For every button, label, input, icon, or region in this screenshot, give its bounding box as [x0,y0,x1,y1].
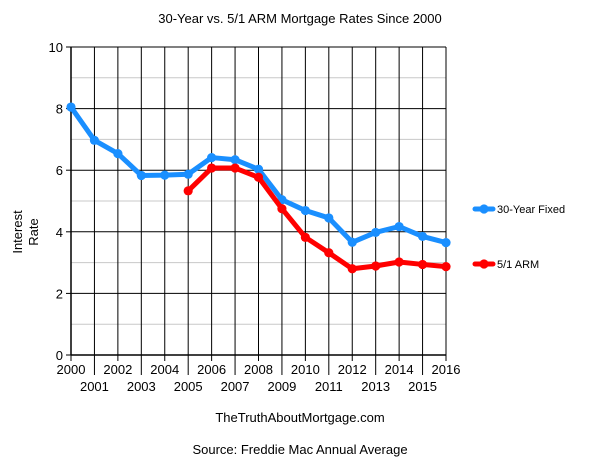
x-tick-label: 2001 [80,379,109,394]
data-point [417,231,428,242]
website-text: TheTruthAboutMortgage.com [215,410,384,425]
legend-label: 30-Year Fixed [497,204,565,216]
data-point [300,205,310,216]
x-tick-label: 2012 [338,362,367,377]
y-tick-label: 2 [56,286,63,301]
legend-swatch-point [479,259,489,269]
legend: 30-Year Fixed 5/1 ARM [472,204,565,271]
data-point [113,148,123,159]
data-point [89,135,100,145]
x-tick-label: 2014 [385,362,414,377]
data-point [207,163,217,173]
y-tick-label: 6 [56,163,63,178]
data-point [277,204,287,214]
x-tick-label: 2010 [291,362,320,377]
data-point [347,264,357,274]
data-point [324,248,334,258]
series-lines [66,102,451,274]
series-line [185,165,449,272]
data-point [371,227,381,238]
x-tick-label: 2009 [267,379,296,394]
legend-item-0: 30-Year Fixed [472,204,565,216]
x-tick-label: 2013 [361,379,390,394]
data-point [230,155,240,165]
x-tick-label: 2002 [103,362,132,377]
y-axis-label-line-2: Rate [26,218,41,245]
x-tick-label: 2005 [174,379,203,394]
data-point [253,172,264,182]
data-point [394,221,404,232]
data-point [66,102,76,112]
y-tick-label: 8 [56,102,63,117]
x-tick-label: 2007 [221,379,250,394]
y-axis-label: Interest Rate [10,210,41,254]
x-tick-label: 2008 [244,362,273,377]
x-tick-label: 2004 [150,362,179,377]
axes [66,46,447,375]
legend-label: 5/1 ARM [497,259,539,271]
x-tick-label: 2011 [315,379,343,394]
source-text: Source: Freddie Mac Annual Average [192,442,407,457]
x-tick-label: 2015 [408,379,437,394]
y-tick-label: 4 [56,225,63,240]
y-axis-label-line-1: Interest [10,210,25,254]
chart-title: 30-Year vs. 5/1 ARM Mortgage Rates Since… [158,11,442,26]
grid-lines [71,46,446,355]
y-tick-label: 10 [49,40,63,55]
data-point [253,164,264,174]
legend-item-1: 5/1 ARM [472,259,539,271]
data-point [136,170,146,181]
data-point [300,232,310,242]
x-tick-labels: 2000 2001 2002 2003 2004 2005 2006 2007 2008 2009… [57,362,461,394]
legend-swatch-point [479,204,489,214]
y-tick-label: 0 [56,348,63,363]
x-tick-label: 2016 [432,362,461,377]
data-point [324,213,334,223]
x-tick-label: 2000 [57,362,86,377]
x-tick-label: 2006 [197,362,226,377]
data-point [347,237,357,247]
data-point [183,186,193,196]
data-point [417,259,428,270]
data-point [441,262,451,272]
data-point [371,261,381,271]
y-tick-labels: 0 2 4 6 8 10 [49,40,63,363]
data-point [230,163,240,173]
x-tick-label: 2003 [127,379,156,394]
data-point [183,169,193,179]
data-point [207,152,217,163]
data-point [160,170,170,180]
data-point [394,257,404,267]
data-point [441,237,451,248]
series-1 [183,163,451,274]
